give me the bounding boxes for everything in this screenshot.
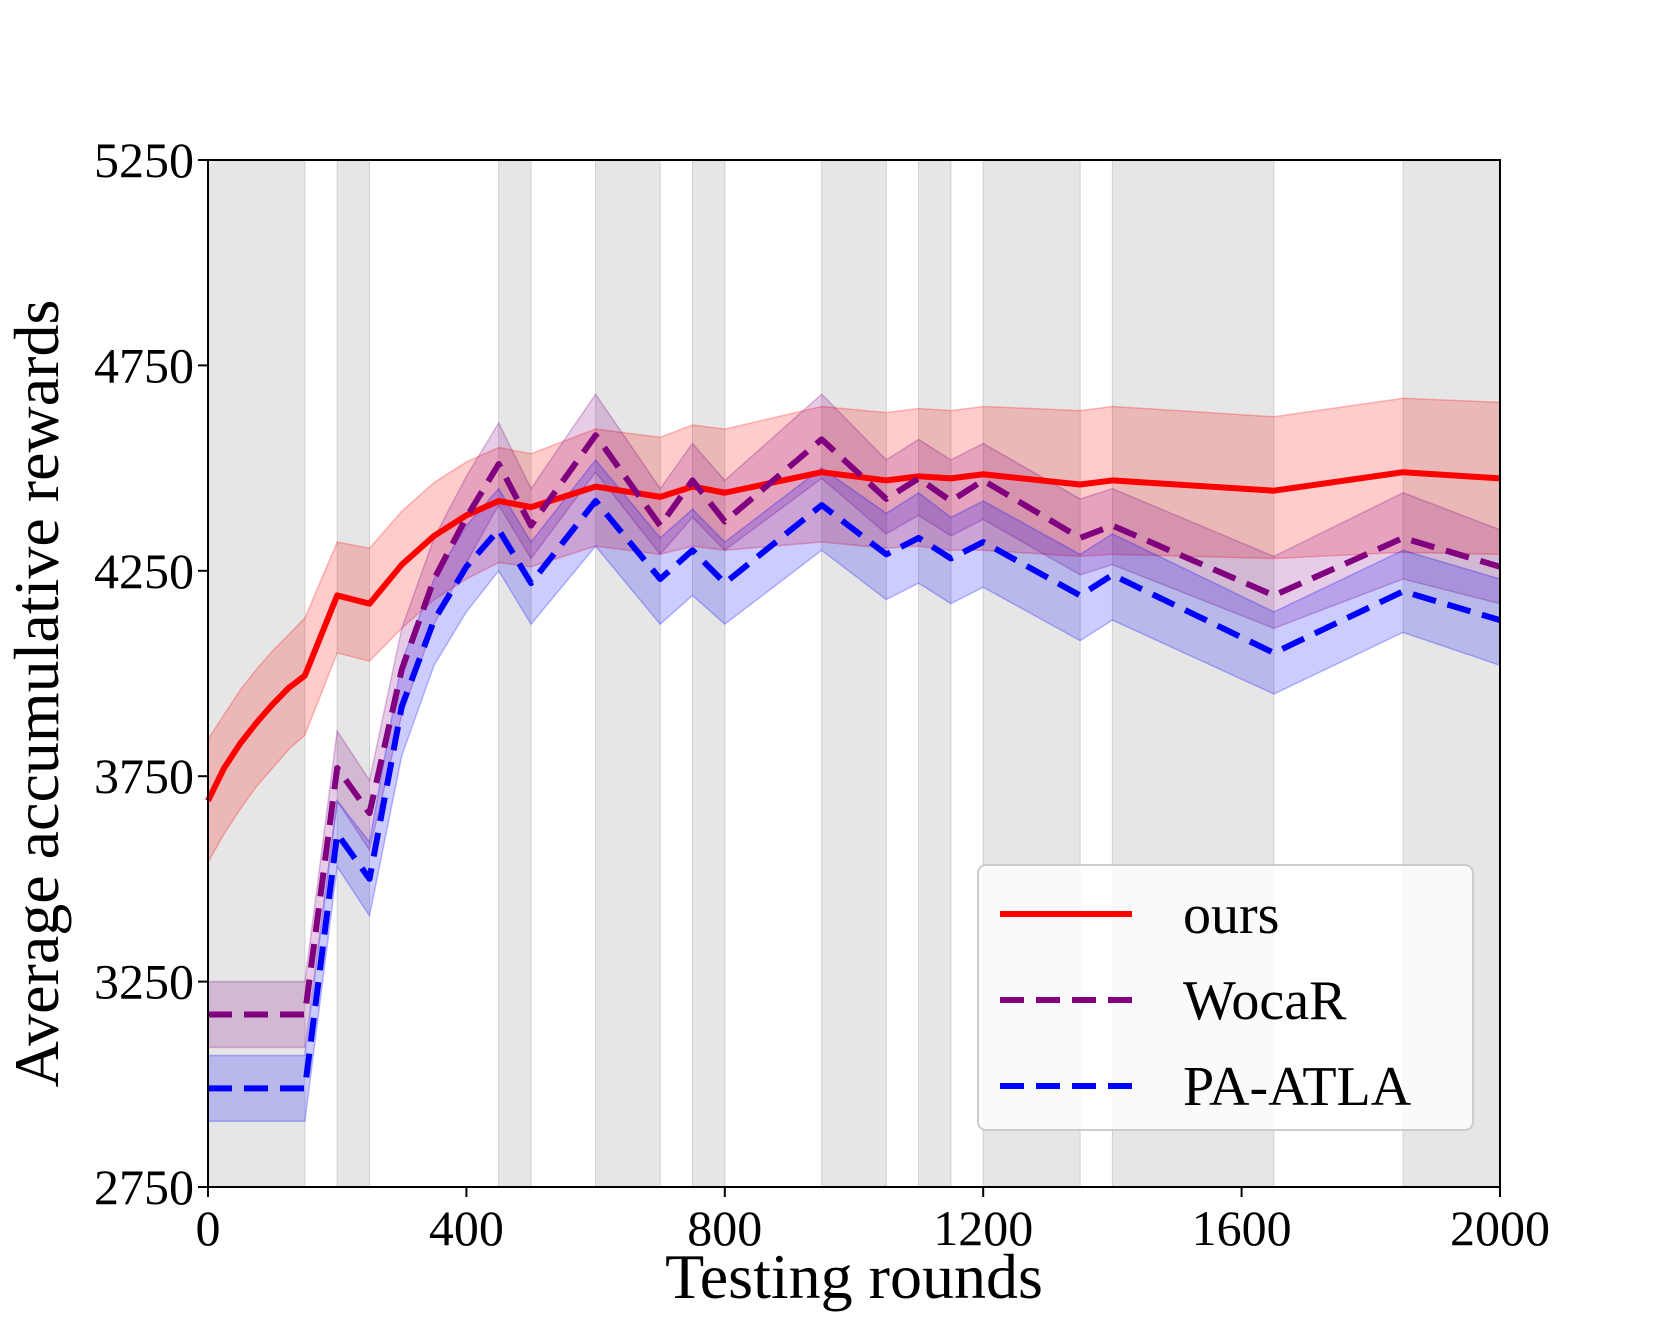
legend-box [977, 864, 1474, 1131]
x-axis-label: Testing rounds [665, 1241, 1043, 1312]
y-tick-label: 2750 [94, 1159, 194, 1215]
legend-label-wocar: WocaR [1183, 970, 1347, 1032]
plot-frame [207, 159, 1501, 1188]
shaded-interval-2 [498, 159, 532, 1188]
line-wocar [208, 432, 1501, 1018]
y-tick-label: 3250 [94, 954, 194, 1010]
x-tick-label: 2000 [1450, 1200, 1550, 1256]
shaded-interval-1 [336, 159, 371, 1188]
y-axis-ticks: 2750 3250 3750 4250 4750 5250 [94, 132, 208, 1215]
series-lines [205, 432, 1501, 1092]
y-tick-label: 3750 [94, 748, 194, 804]
legend-label-pa-atla: PA-ATLA [1183, 1056, 1412, 1118]
x-tick-label: 0 [196, 1200, 221, 1256]
line-ours [205, 469, 1501, 803]
x-tick-label: 1600 [1192, 1200, 1292, 1256]
y-tick-label: 4750 [94, 337, 194, 393]
legend-label-ours: ours [1183, 884, 1279, 946]
shaded-interval-6 [918, 159, 952, 1188]
x-axis-ticks: 0 400 800 1200 1600 2000 [196, 1187, 1550, 1256]
shaded-interval-3 [595, 159, 661, 1188]
shaded-interval-5 [821, 159, 887, 1188]
y-axis-label: Average accumulative rewards [1, 300, 72, 1088]
y-tick-label: 4250 [94, 543, 194, 599]
x-tick-label: 800 [687, 1200, 762, 1256]
x-tick-label: 1200 [933, 1200, 1033, 1256]
line-pa-atla [208, 497, 1501, 1092]
x-tick-label: 400 [429, 1200, 504, 1256]
y-tick-label: 5250 [94, 132, 194, 188]
legend: ours WocaR PA-ATLA [977, 864, 1474, 1131]
shaded-interval-4 [692, 159, 726, 1188]
